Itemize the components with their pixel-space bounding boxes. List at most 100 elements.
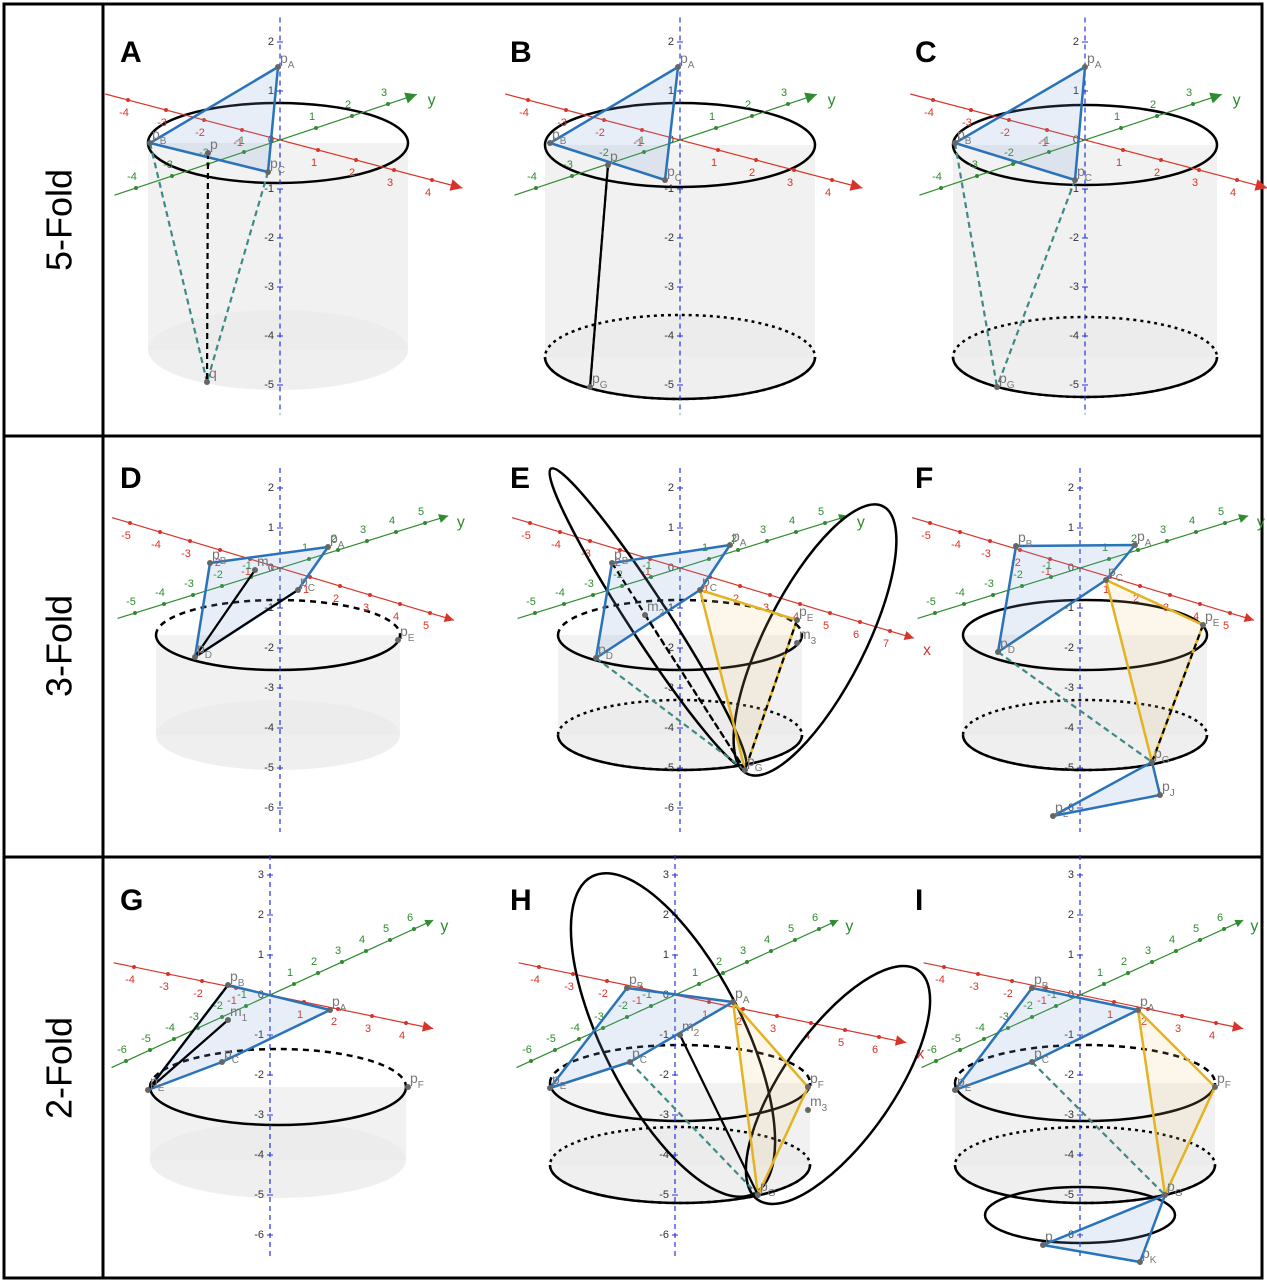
tick-mark: [928, 521, 932, 525]
tick-label: -1: [1041, 566, 1051, 578]
tick-mark: [877, 1035, 881, 1039]
point: [219, 1059, 225, 1065]
tick-label: -2: [1023, 1000, 1033, 1012]
tick-label: -4: [151, 539, 161, 551]
edge: [1031, 1061, 1166, 1196]
z-tick-label: -5: [1064, 1189, 1074, 1201]
tick-label: 4: [1193, 611, 1199, 623]
point-subscript: 1: [269, 563, 275, 574]
z-tick-label: 0: [1073, 134, 1079, 146]
z-tick-label: -5: [659, 1189, 669, 1201]
cylinder-top-front: [146, 142, 410, 185]
tick-mark: [1006, 1026, 1010, 1030]
z-tick-label: -1: [664, 602, 674, 614]
tick-mark: [1045, 128, 1049, 132]
tick-mark: [534, 186, 538, 190]
point-name: p: [552, 1071, 560, 1087]
point-name: p: [1045, 1228, 1053, 1244]
tick-mark: [605, 979, 609, 983]
point-label: pB: [629, 971, 644, 992]
point-name: p: [270, 155, 278, 171]
tick-label: -3: [594, 1011, 604, 1023]
tick-mark: [830, 178, 834, 182]
tick-label: -2: [598, 988, 608, 1000]
triangle: [1136, 1008, 1217, 1197]
point-subscript: D: [205, 650, 212, 661]
z-tick-label: 0: [1068, 562, 1074, 574]
tick-mark: [958, 530, 962, 534]
tick-mark: [1174, 949, 1178, 953]
point-subscript: A: [1145, 538, 1152, 549]
axis-label: y: [828, 92, 836, 109]
panel: B210-1-2-3-4-5-4-3-2-11234-4-3-2-1123ypA…: [505, 17, 863, 415]
panel: E210-1-2-3-4-5-6-5-4-3-2-11234567x-5-4-3…: [510, 462, 931, 832]
edge: [205, 152, 210, 383]
axis-arrow: [1231, 1021, 1244, 1032]
point-subscript: A: [743, 995, 750, 1006]
tick-label: 1: [709, 111, 715, 123]
point-label: pL: [1055, 799, 1069, 820]
edge: [1150, 624, 1205, 763]
tick-mark: [412, 927, 416, 931]
z-tick-label: 3: [663, 869, 669, 881]
tick-label: -2: [1004, 147, 1014, 159]
point-subscript: E: [1213, 618, 1220, 629]
tick-label: 3: [1175, 1023, 1181, 1035]
point: [1200, 622, 1206, 628]
tick-label: 1: [1107, 1009, 1113, 1021]
tick-mark: [768, 593, 772, 597]
panel: F210-1-2-3-4-5-6-5-4-3-2-112345-5-4-3-2-…: [911, 462, 1265, 832]
point-subscript: C: [710, 583, 717, 594]
z-tick-label: -6: [659, 1229, 669, 1241]
tick-mark: [423, 521, 427, 525]
tick-label: -5: [526, 596, 536, 608]
cylinder-top-back: [146, 101, 410, 144]
panel-letter: F: [915, 462, 933, 495]
tick-label: -4: [955, 587, 965, 599]
point-subscript: E: [965, 1083, 972, 1094]
point-label: pB: [212, 546, 227, 567]
tick-label: 6: [872, 1044, 878, 1056]
tick-mark: [697, 982, 701, 986]
point-label: pB: [614, 546, 629, 567]
tick-label: 1: [1097, 967, 1103, 979]
point-name: p: [1142, 1245, 1150, 1261]
cylinder-base: [150, 1122, 406, 1198]
cylinder-base-front: [961, 734, 1209, 772]
point-label: pE: [957, 1073, 972, 1094]
tick-label: -3: [181, 548, 191, 560]
tick-mark: [975, 174, 979, 178]
tick-mark: [158, 530, 162, 534]
point-name: p: [332, 993, 340, 1009]
axis-arrow: [1234, 919, 1244, 928]
point-label: pA: [280, 50, 295, 71]
tick-mark: [931, 98, 935, 102]
tick-label: -1: [235, 135, 245, 147]
point-subscript: F: [418, 1080, 424, 1091]
tick-mark: [1235, 178, 1239, 182]
tick-label: -3: [969, 981, 979, 993]
tick-mark: [172, 1037, 176, 1041]
point-label: pG: [999, 370, 1015, 391]
tick-label: 1: [1102, 542, 1108, 554]
tick-label: -1: [641, 566, 651, 578]
tick-mark: [553, 1048, 557, 1052]
z-tick-label: -1: [254, 1029, 264, 1041]
tick-mark: [394, 530, 398, 534]
tick-label: -4: [951, 539, 961, 551]
edge: [679, 1034, 759, 1196]
tick-mark: [1107, 557, 1111, 561]
tick-mark: [338, 584, 342, 588]
tick-mark: [707, 557, 711, 561]
z-tick-label: 2: [268, 482, 274, 494]
point-label: pE: [1205, 608, 1220, 629]
z-tick-label: -1: [1069, 183, 1079, 195]
point-label: pC: [667, 163, 682, 184]
cylinder-base-front: [953, 1164, 1217, 1205]
z-tick-label: 1: [668, 522, 674, 534]
z-tick-label: -1: [659, 1029, 669, 1041]
tick-mark: [750, 114, 754, 118]
tick-label: 2: [736, 1016, 742, 1028]
tick-label: 2: [1150, 99, 1156, 111]
tick-label: -2: [1000, 127, 1010, 139]
